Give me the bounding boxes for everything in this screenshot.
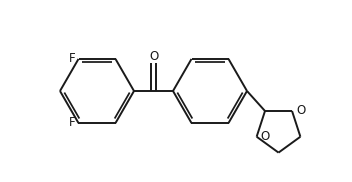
Text: F: F [69, 52, 75, 66]
Text: O: O [260, 130, 270, 143]
Text: F: F [69, 116, 75, 128]
Text: O: O [296, 104, 305, 118]
Text: O: O [149, 50, 158, 62]
